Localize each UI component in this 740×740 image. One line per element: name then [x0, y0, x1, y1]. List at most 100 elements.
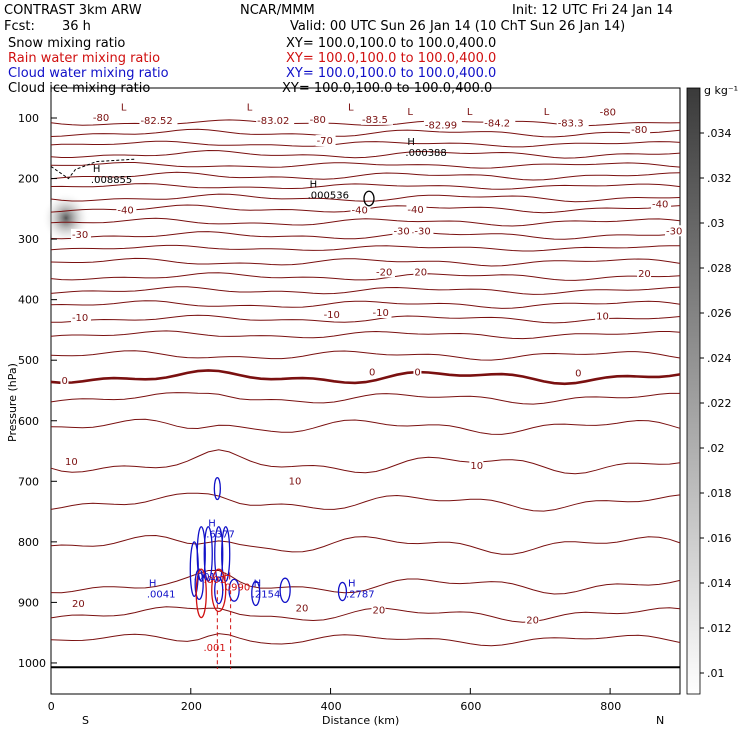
temp-label-bg-0: [91, 112, 112, 124]
rain-max-label-0: H: [224, 571, 232, 582]
temperature-isoline-16: [50, 314, 681, 324]
temp-label-bg-35: [574, 367, 583, 379]
temp-label-bg-15: [630, 124, 651, 136]
temp-label-11: -84.2: [484, 118, 510, 129]
temperature-isoline-3: [50, 149, 681, 159]
temp-label-bg-34: [413, 366, 422, 378]
hydrometeor-contour-5: [194, 568, 204, 601]
temperature-isoline-1: [50, 128, 681, 138]
legend-snow-xy: XY= 100.0,100.0 to 100.0,400.0: [286, 36, 496, 51]
temperature-isoline-25: [50, 569, 681, 595]
init-time: Init: 12 UTC Fri 24 Jan 14: [512, 3, 673, 18]
temp-label-bg-17: [116, 204, 137, 216]
temp-label-25: -20: [376, 267, 392, 278]
temp-label-33: 0: [369, 367, 375, 378]
rain-max-value-0: .0990: [222, 582, 251, 593]
temp-label-bg-22: [392, 225, 413, 237]
valid-time: Valid: 00 UTC Sun 26 Jan 14 (10 ChT Sun …: [290, 19, 625, 34]
colorbar-unit: g kg⁻¹: [704, 84, 738, 97]
temp-label-bg-32: [60, 374, 69, 386]
hydrometeor-contour-1: [196, 526, 206, 582]
temp-label-16: -70: [317, 136, 333, 147]
temperature-isoline-22: [50, 449, 681, 475]
temp-label-41: 20: [372, 605, 385, 616]
colorbar-tick-label-10: .014: [707, 577, 732, 590]
temp-label-bg-25: [374, 266, 395, 278]
colorbar-tick-label-9: .016: [707, 532, 732, 545]
y-tick-label-1: 200: [18, 173, 39, 186]
temp-label-bg-30: [371, 306, 392, 318]
temp-label-17: -40: [117, 206, 133, 217]
temperature-isoline-26: [50, 606, 681, 623]
temperature-isoline-6: [50, 183, 681, 190]
hydrometeor-contour-3: [214, 526, 224, 582]
legend-rain-xy: XY= 100.0,100.0 to 100.0,400.0: [286, 51, 496, 66]
temp-label-7: -83.5: [362, 115, 388, 126]
y-tick-label-8: 900: [18, 596, 39, 609]
plot-frame: [50, 87, 681, 695]
temperature-isoline-13: [50, 272, 681, 281]
temp-label-20: -40: [652, 200, 668, 211]
rain-max-value-1: .001: [203, 575, 225, 586]
temp-label-bg-19: [406, 204, 427, 216]
org-title: NCAR/MMM: [240, 3, 315, 18]
temp-label-38: 10: [289, 476, 302, 487]
hydrometeor-contour-13: [211, 568, 227, 613]
temp-label-19: -40: [407, 205, 423, 216]
y-tick-label-5: 600: [18, 415, 39, 428]
temperature-isoline-5: [50, 171, 681, 181]
cloud-water-max-value-0: .6377: [206, 530, 235, 541]
temp-label-42: 20: [526, 616, 539, 627]
temp-label-6: L: [348, 103, 354, 114]
cloud-water-max-label-1: H: [149, 579, 157, 590]
temp-label-37: 10: [470, 461, 483, 472]
colorbar-tick-label-12: .01: [707, 667, 725, 680]
temp-label-bg-11: [483, 117, 516, 129]
colorbar-tick-label-2: .03: [707, 217, 725, 230]
snow-max-value-1: .000536: [308, 191, 349, 202]
fcst-label: Fcst:: [4, 19, 35, 34]
hydrometeor-contour-2: [203, 526, 213, 582]
temp-label-bg-4: [256, 115, 295, 127]
colorbar-tick-label-1: .032: [707, 172, 732, 185]
hydrometeor-contour-7: [214, 576, 224, 605]
temp-label-29: -10: [324, 310, 340, 321]
temp-label-bg-31: [595, 310, 610, 322]
temp-label-18: -40: [352, 206, 368, 217]
temp-label-9: -82.99: [425, 120, 457, 131]
x-tick-label-4: 800: [600, 700, 621, 713]
temp-label-bg-5: [308, 113, 329, 125]
temp-label-24: -30: [666, 226, 682, 237]
temp-label-28: -10: [72, 313, 88, 324]
temp-label-14: -80: [600, 108, 616, 119]
x-tick-label-1: 200: [181, 700, 202, 713]
temperature-isoline-24: [50, 534, 681, 555]
x-tick-label-2: 400: [321, 700, 342, 713]
temp-label-bg-9: [423, 119, 462, 131]
y-tick-label-0: 100: [18, 112, 39, 125]
legend-snow: Snow mixing ratio: [8, 36, 125, 51]
model-title: CONTRAST 3km ARW: [4, 3, 142, 18]
colorbar-tick-label-7: .02: [707, 442, 725, 455]
temp-label-bg-21: [70, 228, 91, 240]
temperature-isoline-20: [50, 392, 680, 405]
temp-label-26: 20: [414, 267, 427, 278]
temperature-isoline-9: [50, 217, 681, 227]
temp-label-1: L: [121, 103, 127, 114]
temp-label-32: 0: [61, 376, 67, 387]
temp-label-bg-27: [637, 268, 652, 280]
temp-label-bg-7: [361, 113, 394, 125]
temperature-isoline-23: [50, 492, 681, 512]
hydrometeor-contour-6: [213, 477, 221, 501]
rain-max-value-2: .001: [203, 643, 225, 654]
temp-label-0: -80: [93, 113, 109, 124]
colorbar-tick-label-0: .034: [707, 127, 732, 140]
cloud-water-max-value-1: .0041: [147, 590, 176, 601]
snow-max-value-0: .008855: [91, 175, 132, 186]
colorbar-tick-label-6: .022: [707, 397, 732, 410]
y-tick-label-4: 500: [18, 354, 39, 367]
temperature-isoline-27: [50, 633, 681, 647]
temp-label-bg-12: [542, 105, 551, 117]
cloud-water-max-label-2: H: [254, 579, 262, 590]
temp-label-bg-20: [651, 198, 672, 210]
